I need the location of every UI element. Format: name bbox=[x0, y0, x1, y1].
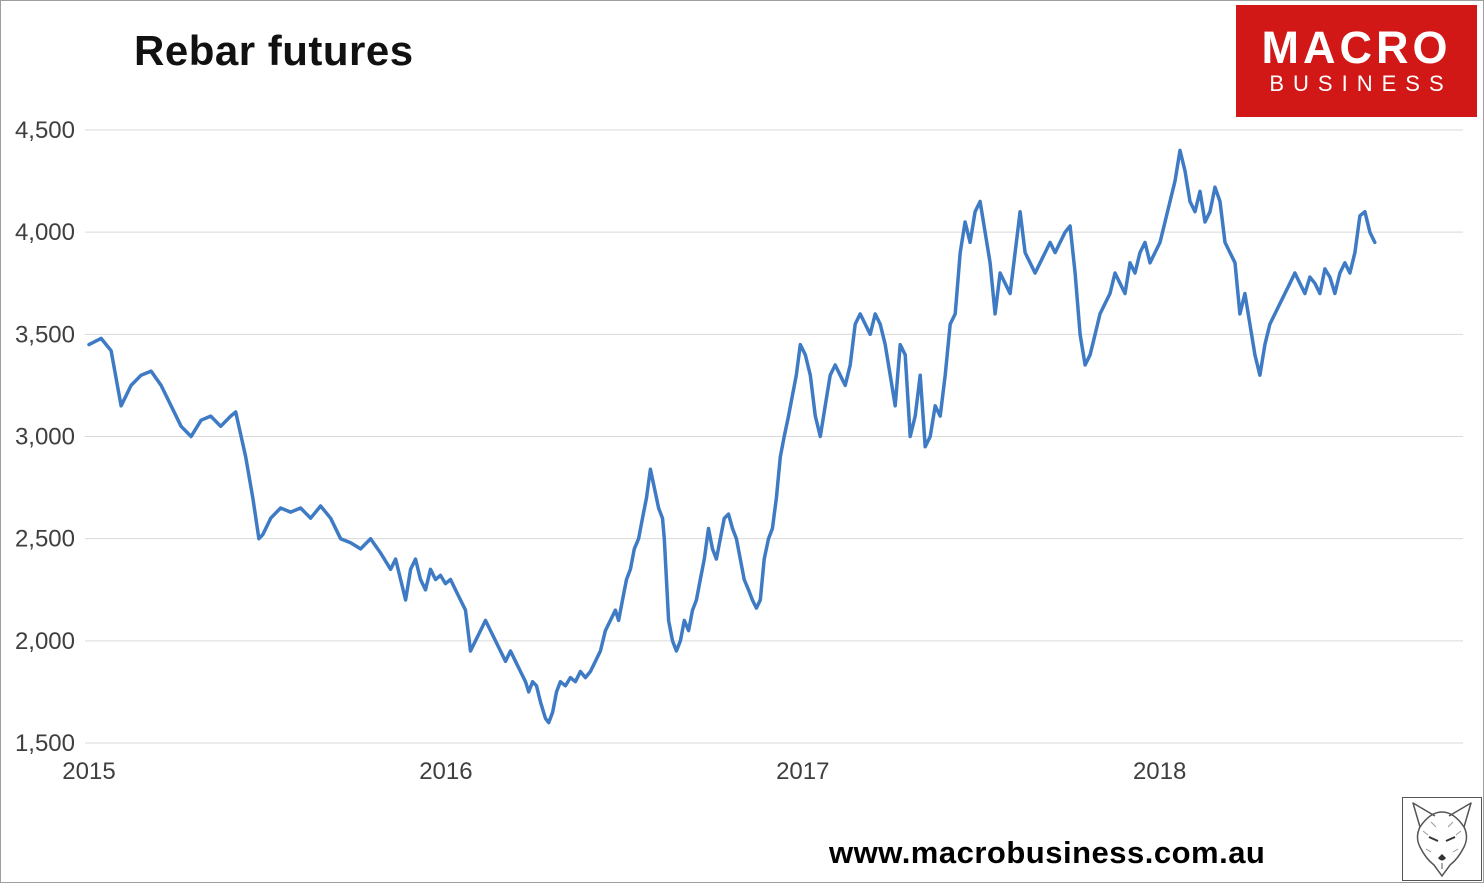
logo-text-macro: MACRO bbox=[1261, 22, 1452, 74]
y-axis-tick-label: 4,000 bbox=[15, 219, 75, 246]
x-axis-tick-label: 2018 bbox=[1133, 758, 1186, 785]
macrobusiness-logo: MACRO BUSINESS bbox=[1236, 5, 1477, 117]
fox-eyes bbox=[1428, 836, 1456, 842]
y-axis-tick-label: 1,500 bbox=[15, 730, 75, 757]
y-axis-tick-label: 2,000 bbox=[15, 628, 75, 655]
fox-sketch-image bbox=[1402, 797, 1482, 881]
y-axis-tick-label: 2,500 bbox=[15, 526, 75, 553]
fox-head-outline bbox=[1416, 811, 1468, 878]
fox-fur-hatching bbox=[1422, 821, 1462, 853]
fox-nose bbox=[1438, 854, 1446, 861]
y-axis-tick-label: 3,000 bbox=[15, 424, 75, 451]
fox-left-ear bbox=[1412, 802, 1436, 828]
price-line-chart: 1,500 2,000 2,500 3,000 3,500 4,000 4,500 2015 2… bbox=[15, 117, 1463, 785]
logo-text-business: BUSINESS bbox=[1269, 71, 1453, 97]
x-axis-tick-label: 2016 bbox=[419, 758, 472, 785]
y-axis-tick-label: 3,500 bbox=[15, 321, 75, 348]
fox-right-ear bbox=[1448, 802, 1472, 828]
x-axis-tick-label: 2017 bbox=[776, 758, 829, 785]
y-axis-tick-label: 4,500 bbox=[15, 117, 75, 144]
chart-title: Rebar futures bbox=[134, 27, 414, 74]
website-url: www.macrobusiness.com.au bbox=[829, 835, 1266, 870]
x-axis-tick-label: 2015 bbox=[62, 758, 115, 785]
rebar-price-line bbox=[87, 148, 1377, 725]
